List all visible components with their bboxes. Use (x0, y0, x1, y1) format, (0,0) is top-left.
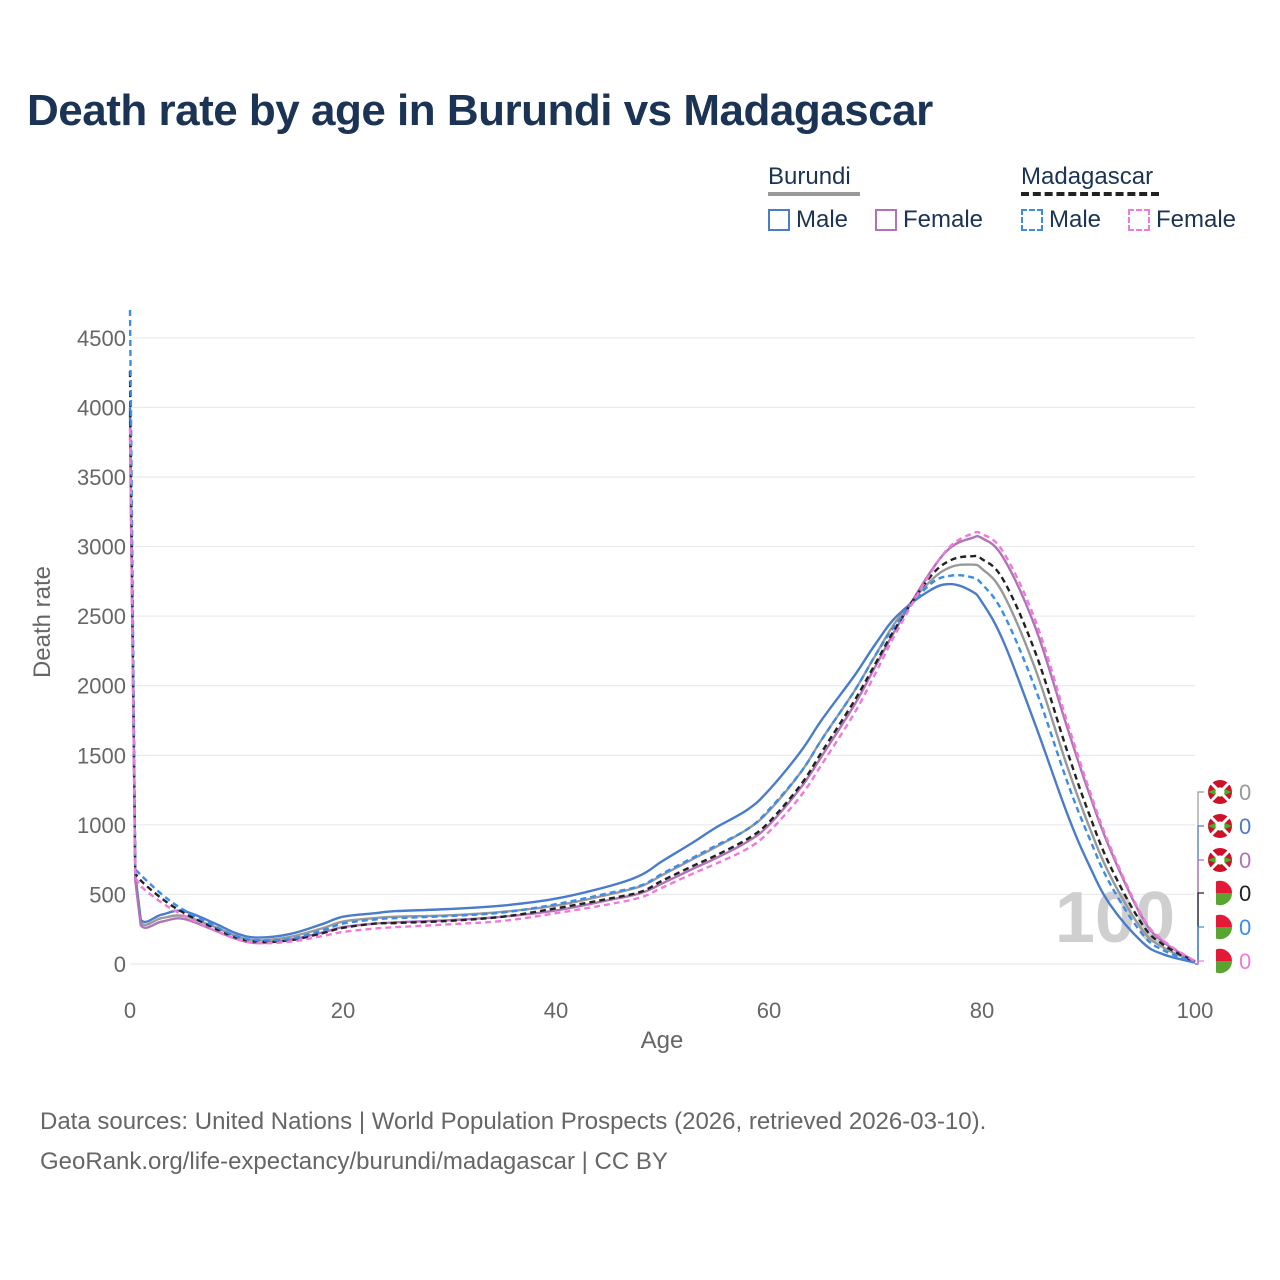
x-axis-ticks: 0 20 40 60 80 100 (124, 998, 1213, 1023)
source-line-1: Data sources: United Nations | World Pop… (40, 1108, 987, 1135)
series-line-madagascar-male (128, 309, 1196, 964)
end-connector-4 (1195, 926, 1204, 965)
flag-red (1216, 914, 1233, 927)
end-value-label-0: 0 (1239, 780, 1251, 805)
flag-green (1216, 893, 1233, 906)
end-value-label-4: 0 (1239, 915, 1251, 940)
x-tick-label-80: 80 (970, 998, 994, 1023)
legend-label-burundi-male: Male (796, 206, 849, 233)
end-value-label-5: 0 (1239, 949, 1251, 974)
series-line-burundi-male (128, 407, 1196, 964)
series-lines (128, 309, 1196, 964)
x-tick-label-100: 100 (1177, 998, 1214, 1023)
burundi-flag-icon (1208, 780, 1232, 804)
end-connector-0 (1195, 791, 1204, 965)
x-tick-label-60: 60 (757, 998, 781, 1023)
madagascar-flag-icon (1207, 914, 1233, 940)
legend-label-burundi-female: Female (903, 206, 984, 233)
end-value-label-2: 0 (1239, 848, 1251, 873)
series-line-madagascar-both-sexes (128, 371, 1196, 963)
x-tick-label-0: 0 (124, 998, 136, 1023)
end-connector-5 (1195, 960, 1204, 965)
legend-group-burundi: Burundi (768, 163, 851, 190)
series-line-madagascar-female (128, 428, 1196, 963)
legend-item-burundi-male[interactable]: Male (768, 206, 848, 234)
end-connector-2 (1195, 859, 1204, 965)
flag-center (1215, 787, 1225, 797)
y-tick-label-3500: 3500 (77, 465, 126, 490)
y-tick-label-4000: 4000 (77, 395, 126, 420)
flag-red (1216, 948, 1233, 961)
legend-group-madagascar: Madagascar (1021, 163, 1154, 190)
legend-item-madagascar-male[interactable]: Male (1021, 206, 1101, 234)
legend-swatch-burundi-male (768, 209, 790, 231)
y-tick-label-1000: 1000 (77, 813, 126, 838)
series-line-burundi-female (128, 435, 1196, 963)
legend-item-madagascar-female[interactable]: Female (1128, 206, 1236, 234)
y-tick-label-4500: 4500 (77, 326, 126, 351)
legend-burundi-underline (768, 192, 860, 196)
flag-center (1215, 821, 1225, 831)
y-tick-label-3000: 3000 (77, 535, 126, 560)
y-tick-label-1500: 1500 (77, 743, 126, 768)
legend-swatch-burundi-female (875, 209, 897, 231)
y-axis-ticks: 0 500 1000 1500 2000 2500 3000 3500 4000 4500 (77, 326, 126, 977)
burundi-flag-icon (1208, 814, 1232, 838)
y-tick-label-2000: 2000 (77, 674, 126, 699)
legend-swatch-madagascar-female (1128, 209, 1150, 231)
y-tick-label-2500: 2500 (77, 604, 126, 629)
y-tick-label-0: 0 (114, 952, 126, 977)
legend-madagascar-underline (1021, 192, 1159, 196)
y-axis-label: Death rate (29, 566, 56, 678)
y-tick-label-500: 500 (89, 882, 126, 907)
madagascar-flag-icon (1207, 948, 1233, 974)
x-axis-label: Age (641, 1027, 684, 1054)
legend-label-madagascar-female: Female (1156, 206, 1237, 233)
end-connector-3 (1195, 892, 1204, 965)
end-value-labels: 0 0 0 0 0 0 (1195, 780, 1251, 974)
flag-green (1216, 961, 1233, 974)
legend-item-burundi-female[interactable]: Female (875, 206, 983, 234)
chart-title: Death rate by age in Burundi vs Madagasc… (27, 86, 933, 135)
burundi-flag-icon (1208, 848, 1232, 872)
end-connector-1 (1195, 825, 1204, 965)
legend-label-madagascar-male: Male (1049, 206, 1102, 233)
x-tick-label-40: 40 (544, 998, 568, 1023)
end-value-label-3: 0 (1239, 881, 1251, 906)
madagascar-flag-icon (1207, 880, 1233, 906)
flag-red (1216, 880, 1233, 893)
flag-center (1215, 855, 1225, 865)
grid-lines (130, 337, 1195, 965)
source-line-2: GeoRank.org/life-expectancy/burundi/mada… (40, 1148, 668, 1175)
end-value-label-1: 0 (1239, 814, 1251, 839)
x-tick-label-20: 20 (331, 998, 355, 1023)
flag-green (1216, 927, 1233, 940)
legend-swatch-madagascar-male (1021, 209, 1043, 231)
